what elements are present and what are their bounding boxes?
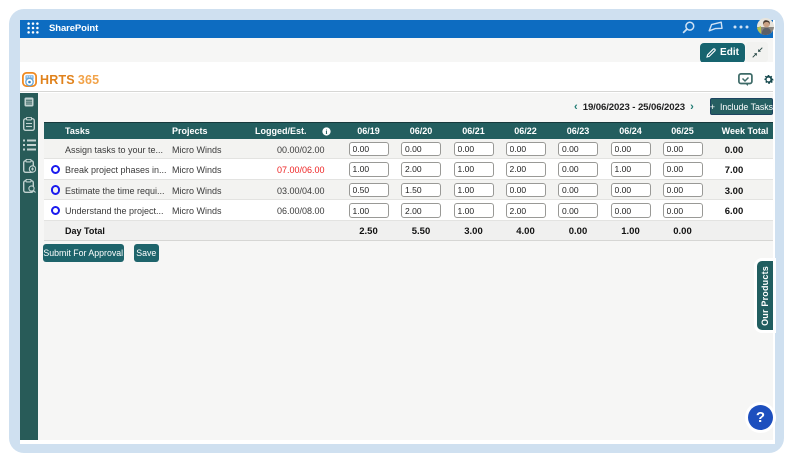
svg-text:i: i — [326, 128, 328, 135]
